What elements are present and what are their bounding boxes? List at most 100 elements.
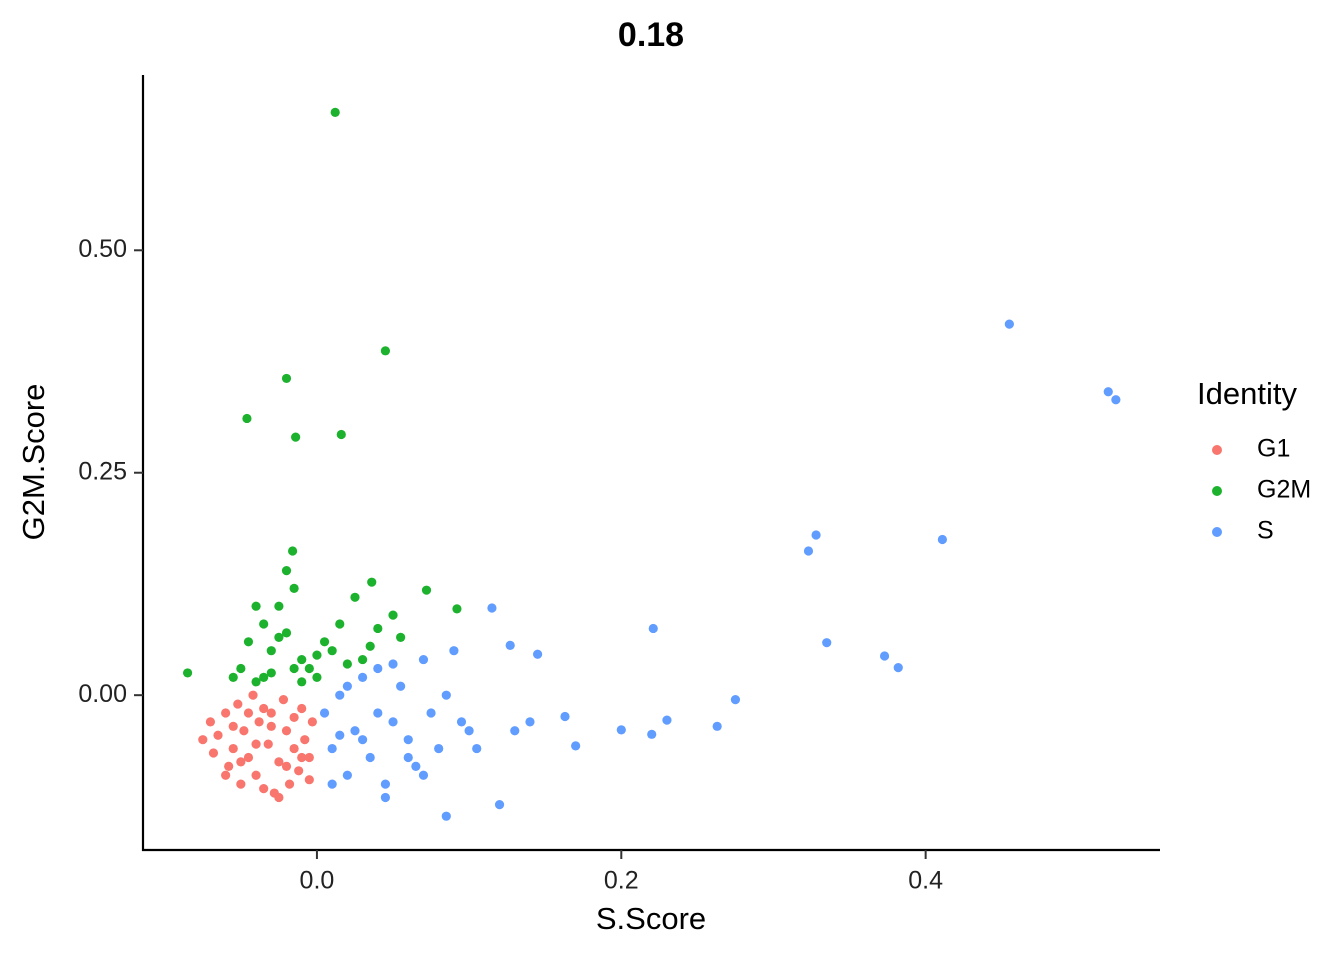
point (259, 672, 269, 682)
point (319, 637, 330, 647)
point (373, 708, 383, 718)
point (510, 726, 520, 736)
y-tick-label: 0.50 (78, 235, 127, 263)
point (403, 752, 413, 763)
point (251, 677, 261, 687)
point (803, 546, 814, 556)
point (525, 717, 535, 727)
point (228, 672, 238, 682)
point (388, 610, 398, 620)
point (251, 601, 261, 611)
point (243, 752, 254, 763)
point (365, 752, 375, 763)
point (281, 373, 292, 384)
point (357, 735, 368, 745)
point (560, 711, 570, 722)
legend-label: S (1257, 517, 1274, 545)
point (388, 659, 398, 669)
point (259, 784, 269, 794)
point (647, 729, 657, 739)
point (505, 640, 515, 650)
point (297, 703, 307, 714)
point (281, 566, 292, 576)
point (248, 690, 258, 700)
x-axis-title: S.Score (596, 901, 706, 936)
point (357, 654, 368, 665)
point (893, 662, 903, 673)
point (263, 739, 273, 749)
point (243, 637, 254, 647)
point (266, 668, 276, 678)
point (251, 739, 261, 749)
point (224, 761, 234, 771)
point (380, 779, 391, 789)
point (274, 632, 284, 642)
point (418, 770, 429, 780)
point (571, 741, 581, 751)
point (434, 743, 444, 754)
legend-marker (1212, 445, 1222, 455)
point (266, 646, 276, 656)
point (441, 811, 451, 821)
point (304, 663, 314, 674)
point (228, 721, 238, 731)
point (289, 663, 299, 674)
point (648, 623, 658, 634)
point (221, 708, 231, 718)
point (342, 659, 352, 669)
point (278, 695, 289, 705)
point (205, 717, 216, 727)
x-tick-label: 0.0 (300, 867, 335, 895)
point (300, 735, 310, 745)
point (396, 632, 406, 642)
point (879, 651, 890, 661)
point (380, 792, 391, 803)
point (242, 413, 252, 424)
point (712, 721, 722, 731)
legend-label: G1 (1257, 435, 1290, 463)
point (365, 641, 375, 651)
point (421, 585, 432, 595)
point (236, 757, 246, 767)
point (228, 743, 238, 754)
y-axis-title: G2M.Score (16, 384, 51, 541)
point (259, 703, 269, 714)
point (464, 726, 474, 736)
point (312, 672, 322, 682)
point (213, 730, 223, 740)
point (239, 726, 249, 736)
point (411, 761, 421, 771)
point (327, 743, 337, 754)
point (330, 107, 340, 117)
point (350, 726, 360, 736)
point (291, 432, 301, 442)
point (380, 346, 391, 356)
point (350, 592, 360, 602)
point (388, 717, 398, 727)
point (342, 770, 352, 780)
point (456, 717, 467, 727)
point (289, 712, 299, 723)
point (441, 690, 451, 700)
point (396, 681, 406, 691)
point (281, 628, 292, 638)
point (266, 721, 276, 731)
point (822, 638, 832, 648)
legend-marker (1212, 486, 1222, 496)
point (373, 663, 383, 674)
point (289, 583, 299, 594)
point (937, 534, 947, 545)
point (319, 708, 330, 718)
point (811, 530, 821, 540)
point (403, 735, 413, 745)
point (281, 761, 292, 771)
point (221, 770, 231, 780)
plot-area (182, 107, 1121, 821)
point (251, 770, 261, 780)
point (487, 603, 497, 613)
point (236, 663, 246, 674)
point (494, 800, 505, 810)
point (266, 708, 276, 718)
legend-marker (1212, 527, 1222, 537)
point (304, 775, 314, 785)
